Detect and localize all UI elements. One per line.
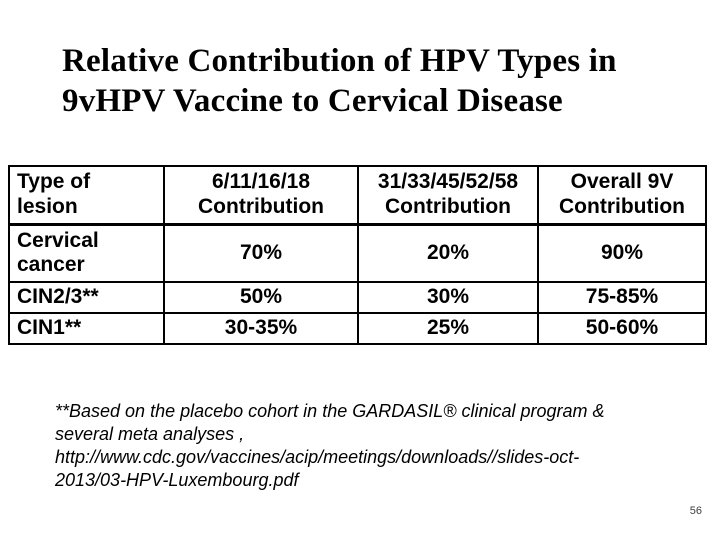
cell-value: 50% [163,281,359,314]
title-line-2: 9vHPV Vaccine to Cervical Disease [62,83,563,119]
title-line-1: Relative Contribution of HPV Types in [62,43,617,79]
footnote: **Based on the placebo cohort in the GAR… [55,400,605,492]
cell-line: Cervical [17,228,99,252]
cell-value: 90% [537,223,707,283]
table-row-cin1: CIN1** 30-35% 25% 50-60% [8,312,707,345]
header-line: lesion [17,194,78,218]
header-31-33-45-52-58: 31/33/45/52/58 Contribution [357,165,539,226]
cell-value: 20% [357,223,539,283]
cell-line: cancer [17,253,85,277]
footnote-line-1: **Based on the placebo cohort in the GAR… [55,401,605,421]
cell-value: 25% [357,312,539,345]
table-row-cervical-cancer: Cervical cancer 70% 20% 90% [8,223,707,283]
footnote-line-2: several meta analyses , [55,424,245,444]
cell-value: 30-35% [163,312,359,345]
header-line: 6/11/16/18 [211,170,311,194]
header-6-11-16-18: 6/11/16/18 Contribution [163,165,359,226]
footnote-line-3: http://www.cdc.gov/vaccines/acip/meeting… [55,447,580,467]
header-line: Contribution [198,194,324,218]
cell-value: 75-85% [537,281,707,314]
cell-value: 50-60% [537,312,707,345]
header-overall-9v: Overall 9V Contribution [537,165,707,226]
header-line: Overall 9V [570,170,674,194]
header-line: Type of [17,170,91,194]
table-header-row: Type of lesion 6/11/16/18 Contribution 3… [8,165,707,226]
header-line: Contribution [559,194,685,218]
cell-lesion-cin1: CIN1** [8,312,165,345]
cell-value: 70% [163,223,359,283]
cell-value: 30% [357,281,539,314]
header-line: 31/33/45/52/58 [377,170,519,194]
hpv-contribution-table: Type of lesion 6/11/16/18 Contribution 3… [8,165,707,345]
page-number: 56 [689,505,702,517]
cell-lesion-cervical-cancer: Cervical cancer [8,223,165,283]
cell-lesion-cin23: CIN2/3** [8,281,165,314]
page-title: Relative Contribution of HPV Types in 9v… [62,41,617,121]
header-line: Contribution [385,194,511,218]
table-row-cin23: CIN2/3** 50% 30% 75-85% [8,281,707,314]
footnote-line-4: 2013/03-HPV-Luxembourg.pdf [55,470,299,490]
header-type-of-lesion: Type of lesion [8,165,165,226]
